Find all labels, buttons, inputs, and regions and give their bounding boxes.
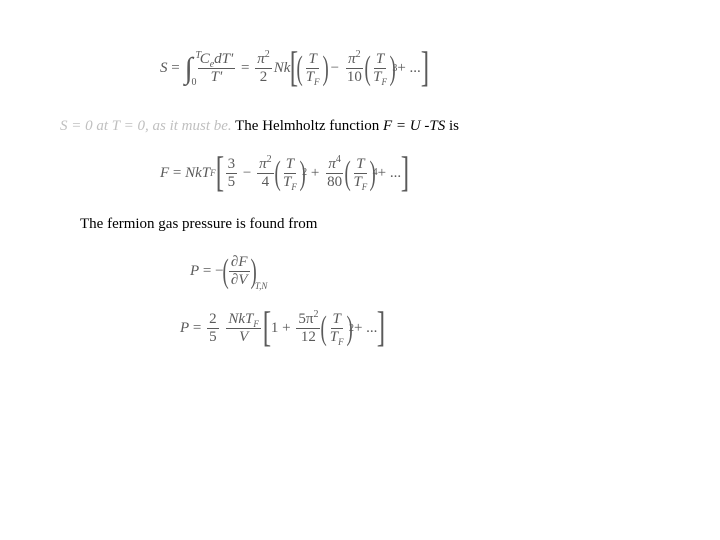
equation-helmholtz: F = NkTF [ 3 5 − π2 4 ( T TF ) 2 + π4 80… (160, 157, 660, 191)
equation-entropy: S = ∫ T 0 CedT' T' = π2 2 Nk [ ( T TF ) … (160, 52, 660, 86)
eq-lhs: S (160, 60, 168, 77)
t-over-tf-h2: T TF (351, 157, 369, 190)
paragraph-helmholtz-intro: S = 0 at T = 0, as it must be. The Helmh… (60, 116, 660, 137)
integrand-frac: CedT' T' (198, 52, 236, 85)
equation-pressure-result: P = 2 5 NkTF V [ 1 + 5π2 12 ( T TF ) 2 +… (180, 312, 660, 346)
t-over-tf-2: T TF (371, 52, 389, 85)
integral-sign: ∫ T 0 (183, 54, 193, 84)
pi4-over-80: π4 80 (325, 157, 344, 190)
three-fifths: 3 5 (226, 157, 238, 190)
faded-clause: S = 0 at T = 0, as it must be. (60, 118, 232, 134)
paragraph-pressure-intro: The fermion gas pressure is found from (80, 214, 660, 235)
page: S = ∫ T 0 CedT' T' = π2 2 Nk [ ( T TF ) … (0, 0, 720, 540)
t-over-tf-p: T TF (328, 312, 346, 345)
pi2-over-2: π2 2 (255, 52, 272, 85)
NkTF-over-V: NkTF V (226, 312, 261, 345)
dF-dV: ∂F ∂V (229, 255, 250, 288)
equation-pressure-definition: P = − ( ∂F ∂V ) T,N (190, 255, 660, 288)
t-over-tf-1: T TF (304, 52, 322, 85)
5pi2-over-12: 5π2 12 (296, 312, 320, 345)
inline-eq: F = U -TS (383, 118, 445, 134)
pi2-over-4: π2 4 (257, 157, 274, 190)
two-fifths: 2 5 (207, 312, 219, 345)
t-over-tf-h1: T TF (281, 157, 299, 190)
Nk: Nk (274, 60, 291, 77)
pi2-over-10: π2 10 (345, 52, 364, 85)
